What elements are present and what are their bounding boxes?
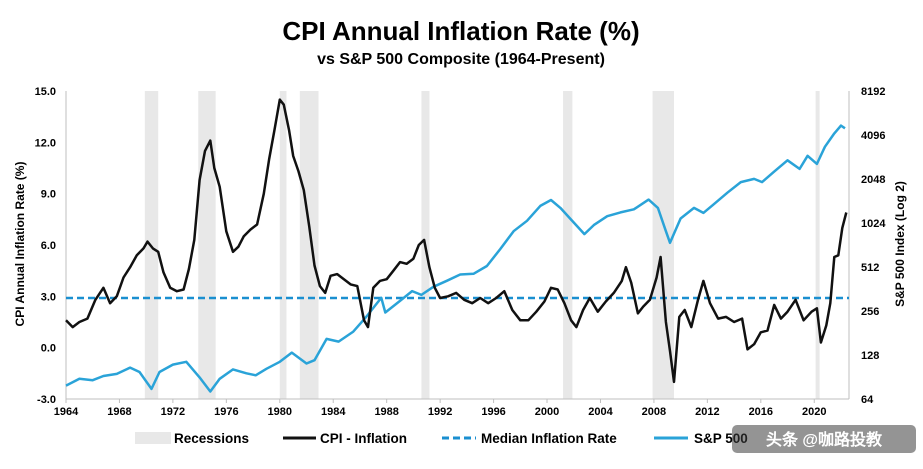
y2-tick-label: 128: [861, 350, 879, 362]
watermark-backdrop: [732, 425, 916, 453]
recession-bands: [144, 91, 820, 399]
legend-recession-swatch: [135, 432, 171, 444]
recession-band: [815, 91, 820, 399]
y-axis-label: CPI Annual Inflation Rate (%): [13, 162, 27, 327]
y2-axis-ticks: 8192 4096 2048 1024 512 256 128 64: [861, 86, 886, 406]
cpi-layer: [65, 98, 848, 384]
legend-recessions-label: Recessions: [174, 431, 249, 446]
chart-subtitle: vs S&P 500 Composite (1964-Present): [317, 51, 605, 68]
x-tick-label: 1988: [374, 406, 398, 418]
x-tick-label: 1980: [268, 406, 292, 418]
x-tick-label: 1976: [214, 406, 238, 418]
watermark: 头条 @咖路投教: [732, 425, 916, 453]
y2-tick-label: 256: [861, 306, 879, 318]
x-tick-label: 1984: [321, 406, 346, 418]
x-tick-label: 1972: [161, 406, 185, 418]
y2-axis-label: S&P 500 Index (Log 2): [893, 181, 907, 307]
chart-title: CPI Annual Inflation Rate (%): [282, 16, 639, 46]
x-tick-label: 2000: [535, 406, 559, 418]
x-tick-label: 1964: [54, 406, 79, 418]
recession-band: [198, 91, 216, 399]
recession-band: [563, 91, 573, 399]
sp500-layer: [65, 124, 846, 393]
y-tick-label: 15.0: [35, 86, 56, 98]
y2-tick-label: 512: [861, 262, 879, 274]
y-tick-label: -3.0: [37, 394, 56, 406]
x-tick-label: 2012: [695, 406, 719, 418]
y2-tick-label: 1024: [861, 218, 886, 230]
y2-tick-label: 4096: [861, 130, 885, 142]
x-tick-label: 2008: [642, 406, 666, 418]
cpi-series-line: [65, 98, 848, 384]
x-tick-label: 1992: [428, 406, 452, 418]
legend-median-label: Median Inflation Rate: [481, 431, 617, 446]
sp500-series-line: [65, 124, 846, 393]
x-tick-label: 2020: [802, 406, 826, 418]
y2-tick-label: 8192: [861, 86, 885, 98]
x-tick-label: 1996: [481, 406, 505, 418]
x-tick-label: 2004: [588, 406, 613, 418]
y-tick-label: 9.0: [41, 189, 56, 201]
recession-band: [279, 91, 287, 399]
y-axis-ticks: 15.0 12.0 9.0 6.0 3.0 0.0 -3.0: [35, 86, 56, 406]
y-tick-label: 6.0: [41, 240, 56, 252]
x-tick-label: 2016: [749, 406, 773, 418]
x-axis-ticks: 1964 1968 1972 1976 1980 1984 1988 1992 1996 2000…: [54, 399, 827, 418]
recession-band: [652, 91, 674, 399]
y-tick-label: 0.0: [41, 343, 56, 355]
x-tick-label: 1968: [107, 406, 131, 418]
watermark-text: 头条 @咖路投教: [766, 430, 883, 449]
y-tick-label: 12.0: [35, 137, 56, 149]
recession-band: [299, 91, 319, 399]
legend: Recessions CPI - Inflation Median Inflat…: [135, 431, 748, 446]
y-tick-label: 3.0: [41, 291, 56, 303]
y2-tick-label: 2048: [861, 174, 885, 186]
legend-cpi-label: CPI - Inflation: [320, 431, 407, 446]
plot-frame: [65, 91, 850, 400]
y2-tick-label: 64: [861, 394, 874, 406]
